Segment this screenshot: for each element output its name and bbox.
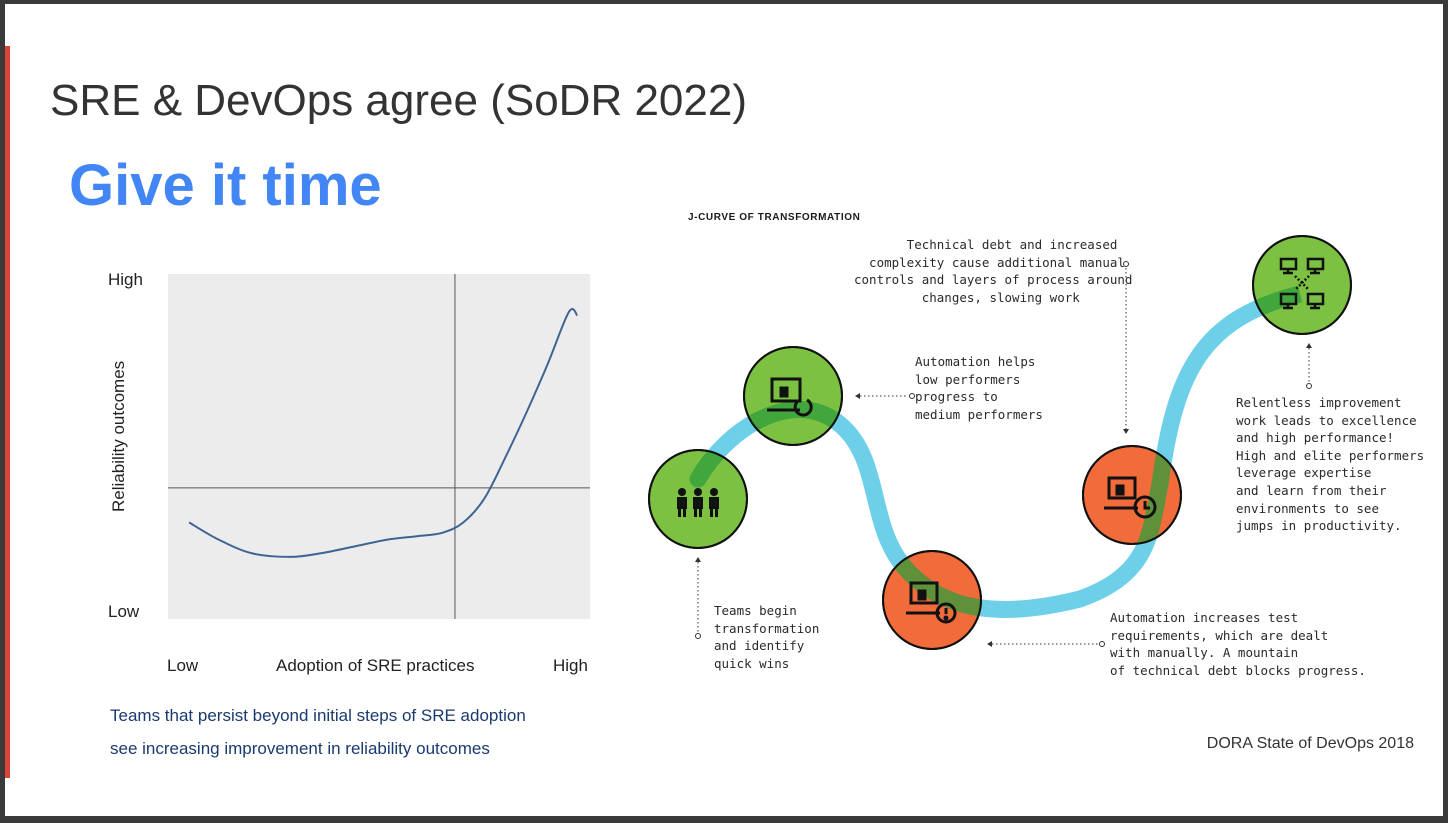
stage-2-node: [743, 346, 843, 446]
x-tick-low: Low: [167, 656, 199, 675]
laptop-alert-icon: [906, 581, 957, 624]
laptop-refresh-icon: [767, 377, 813, 417]
y-tick-low: Low: [108, 602, 140, 621]
stage-1-node: [648, 449, 748, 549]
x-tick-high: High: [553, 656, 588, 675]
x-axis-label: Adoption of SRE practices: [276, 656, 475, 675]
caption-line-2: see increasing improvement in reliabilit…: [110, 739, 490, 758]
accent-bar: [5, 46, 10, 778]
people-icon: [677, 488, 719, 517]
leader-lines: [695, 261, 1312, 647]
jcurve-path: [689, 285, 1309, 618]
stage-4-description: Technical debt and increased complexity …: [854, 237, 1133, 305]
jcurve-diagram: [648, 235, 1352, 650]
reliability-curve-line: [188, 307, 579, 558]
source-credit: DORA State of DevOps 2018: [1206, 735, 1414, 752]
laptop-clock-icon: [1104, 476, 1157, 519]
chart-plot-area: [168, 274, 590, 619]
stage-3-description: Automation increases test requirements, …: [1110, 610, 1366, 678]
y-tick-high: High: [108, 270, 143, 289]
stage-1-description: Teams begin transformation and identify …: [714, 603, 820, 671]
chart-caption: Teams that persist beyond initial steps …: [110, 699, 526, 765]
stage-2-description: Automation helps low performers progress…: [915, 354, 1043, 422]
y-axis-label: Reliability outcomes: [109, 360, 128, 512]
reliability-chart: [168, 274, 590, 619]
stage-5-description: Relentless improvement work leads to exc…: [1236, 395, 1425, 534]
stage-5-node: [1252, 235, 1352, 335]
slide: SRE & DevOps agree (SoDR 2022) Give it t…: [5, 4, 1443, 816]
slide-subtitle: Give it time: [69, 153, 382, 218]
stage-3-node: [882, 550, 982, 650]
caption-line-1: Teams that persist beyond initial steps …: [110, 706, 526, 725]
stage-4-node: [1082, 445, 1182, 545]
jcurve-title: J-CURVE OF TRANSFORMATION: [688, 212, 861, 223]
network-icon: [1279, 257, 1325, 310]
slide-title: SRE & DevOps agree (SoDR 2022): [50, 76, 747, 125]
